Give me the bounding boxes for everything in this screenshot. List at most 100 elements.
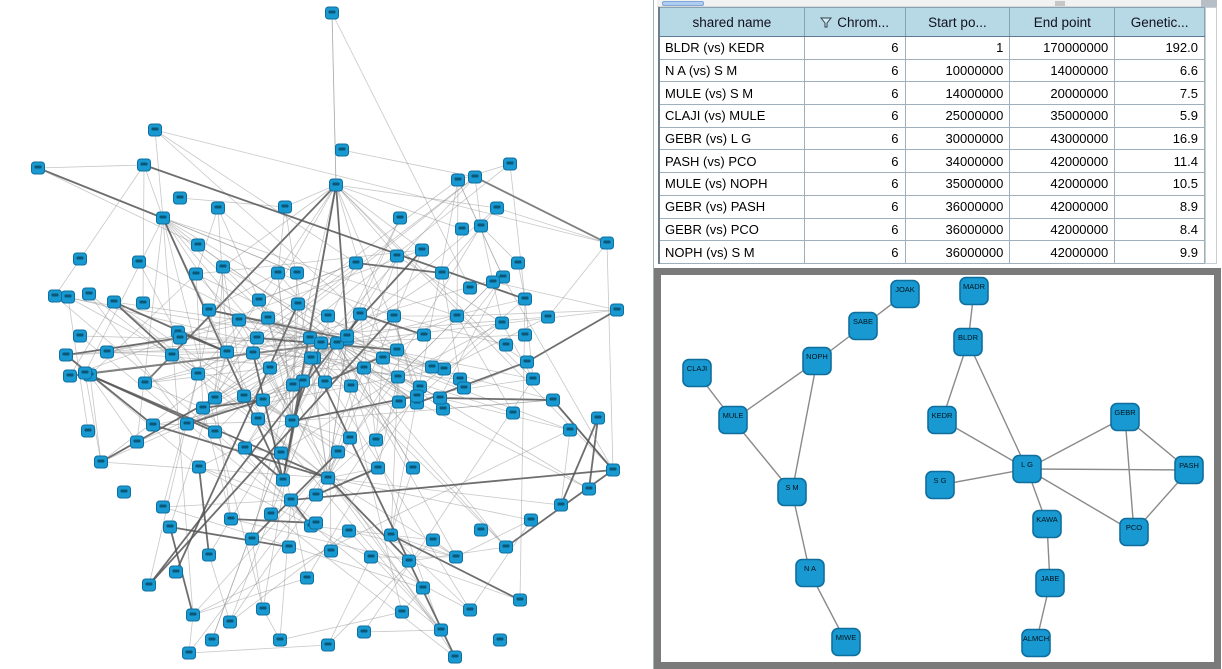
network-edge: [202, 407, 232, 520]
column-header-label: Chrom...: [837, 14, 889, 30]
network-node-pco[interactable]: PCO: [1119, 517, 1149, 547]
network-edge: [335, 184, 400, 403]
table-row[interactable]: MULE (vs) NOPH 6 35000000 42000000 10.5: [658, 172, 1205, 196]
cell-shared-name: CLAJI (vs) MULE: [658, 104, 805, 128]
network-edge: [456, 315, 528, 363]
table-row[interactable]: CLAJI (vs) MULE 6 25000000 35000000 5.9: [658, 104, 1205, 128]
node-label-smudge: [145, 582, 153, 586]
node-label-smudge: [151, 127, 159, 131]
detail-network-panel[interactable]: JOAK MADR SABE NOPH BLDR CLAJI MULE KEDR GEBR L G…: [654, 268, 1221, 669]
node-label-smudge: [347, 383, 355, 387]
network-node-almch[interactable]: ALMCH: [1021, 628, 1051, 658]
network-node-kawa[interactable]: KAWA: [1032, 509, 1062, 539]
network-edge: [335, 184, 423, 251]
table-row[interactable]: PASH (vs) PCO 6 34000000 42000000 11.4: [658, 149, 1205, 174]
network-edge: [138, 261, 199, 375]
cell-value: 43000000: [1009, 126, 1116, 151]
network-edge: [588, 417, 599, 490]
cell-value: 42000000: [1009, 217, 1116, 242]
network-edge: [791, 360, 818, 493]
node-label-smudge: [274, 270, 282, 274]
table-row[interactable]: GEBR (vs) PASH 6 36000000 42000000 8.9: [658, 194, 1205, 219]
cell-value: 10.5: [1114, 172, 1205, 196]
network-edge: [375, 357, 384, 441]
network-edge: [100, 461, 329, 479]
node-label-smudge: [566, 427, 574, 431]
network-edge: [547, 242, 608, 318]
network-node-s-m[interactable]: S M: [777, 477, 807, 507]
node-label-smudge: [527, 517, 535, 521]
cell-value: 6: [803, 104, 906, 128]
cell-value: 6: [803, 126, 906, 151]
network-node-l-g[interactable]: L G: [1012, 454, 1042, 484]
network-edge: [519, 298, 526, 601]
node-label-smudge: [211, 429, 219, 433]
cell-shared-name: PASH (vs) PCO: [658, 149, 805, 174]
scrollbar-thumb[interactable]: [662, 1, 704, 6]
network-node-sabe[interactable]: SABE: [848, 311, 878, 341]
column-header-shared-name[interactable]: shared name: [658, 7, 805, 37]
cell-shared-name: BLDR (vs) KEDR: [658, 36, 805, 60]
node-label-smudge: [279, 477, 287, 481]
network-edge: [162, 217, 351, 439]
network-edge: [144, 276, 504, 384]
network-node-n-a[interactable]: N A: [795, 558, 825, 588]
network-edge: [967, 341, 1028, 470]
node-label: GEBR: [1114, 408, 1136, 417]
overview-network-pane[interactable]: [0, 0, 655, 669]
network-node-miwe[interactable]: MIWE: [831, 627, 861, 657]
node-label-smudge: [379, 355, 387, 359]
node-label-smudge: [66, 373, 74, 377]
scrollbar-corner: [1201, 0, 1217, 7]
node-label-smudge: [321, 379, 329, 383]
network-node-claji[interactable]: CLAJI: [682, 358, 712, 388]
detail-network-canvas[interactable]: JOAK MADR SABE NOPH BLDR CLAJI MULE KEDR GEBR L G…: [661, 275, 1214, 662]
network-node-jabe[interactable]: JABE: [1035, 568, 1065, 598]
filter-funnel-icon[interactable]: [820, 17, 833, 28]
column-header-genetic---[interactable]: Genetic...: [1114, 7, 1205, 37]
node-label-smudge: [259, 606, 267, 610]
network-node-gebr[interactable]: GEBR: [1110, 402, 1140, 432]
cell-value: 16.9: [1114, 126, 1205, 151]
column-header-chrom---[interactable]: Chrom...: [803, 7, 906, 37]
node-label-smudge: [453, 313, 461, 317]
column-header-start-po---[interactable]: Start po...: [904, 7, 1011, 37]
network-node-s-g[interactable]: S G: [925, 470, 955, 500]
table-row[interactable]: N A (vs) S M 6 10000000 14000000 6.6: [658, 58, 1205, 83]
node-label-smudge: [585, 486, 593, 490]
right-panel-column: shared name Chrom... Start po... End point G…: [653, 0, 1222, 669]
network-node-kedr[interactable]: KEDR: [927, 405, 957, 435]
node-label-smudge: [328, 10, 336, 14]
table-row[interactable]: MULE (vs) S M 6 14000000 20000000 7.5: [658, 81, 1205, 106]
network-edge: [393, 315, 507, 346]
overview-network-canvas[interactable]: [0, 0, 655, 669]
table-horizontal-scrollbar[interactable]: [657, 0, 1217, 7]
table-row[interactable]: GEBR (vs) PCO 6 36000000 42000000 8.4: [658, 217, 1205, 242]
cell-value: 35000000: [1009, 104, 1116, 128]
network-node-madr[interactable]: MADR: [959, 276, 989, 306]
network-node-noph[interactable]: NOPH: [802, 346, 832, 376]
network-node-mule[interactable]: MULE: [718, 405, 748, 435]
network-edge: [474, 176, 482, 227]
node-label: N A: [804, 564, 816, 573]
network-node-joak[interactable]: JOAK: [890, 279, 920, 309]
cell-value: 25000000: [904, 104, 1011, 128]
node-label-smudge: [390, 313, 398, 317]
network-edge: [509, 163, 526, 300]
node-label-smudge: [332, 182, 340, 186]
node-label-smudge: [345, 528, 353, 532]
node-label: S M: [785, 483, 798, 492]
node-label-smudge: [135, 259, 143, 263]
table-row[interactable]: BLDR (vs) KEDR 6 1 170000000 192.0: [658, 36, 1205, 60]
node-label-smudge: [277, 450, 285, 454]
node-label-smudge: [489, 279, 497, 283]
table-row[interactable]: NOPH (vs) S M 6 36000000 42000000 9.9: [658, 240, 1205, 264]
column-header-end-point[interactable]: End point: [1009, 7, 1116, 37]
network-node-pash[interactable]: PASH: [1174, 455, 1204, 485]
node-label-smudge: [529, 376, 537, 380]
network-node-bldr[interactable]: BLDR: [953, 327, 983, 357]
network-edge: [142, 164, 145, 304]
cell-shared-name: MULE (vs) NOPH: [658, 172, 805, 196]
node-label-smudge: [521, 332, 529, 336]
table-row[interactable]: GEBR (vs) L G 6 30000000 43000000 16.9: [658, 126, 1205, 151]
